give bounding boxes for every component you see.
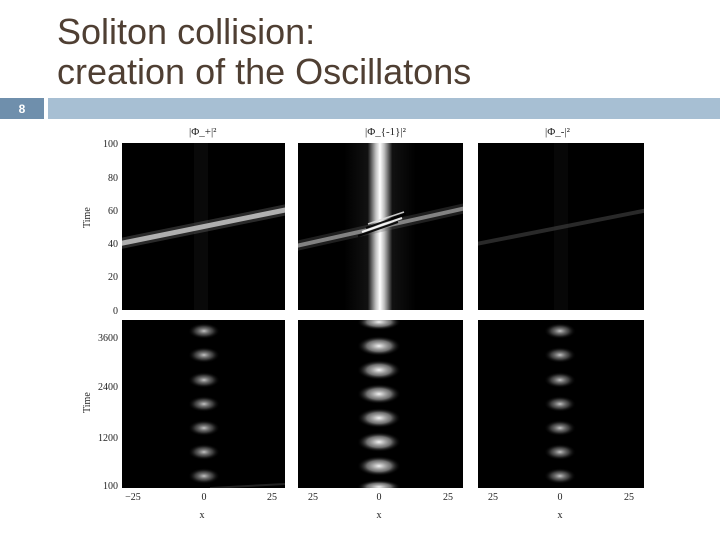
- xtick-1-0: 0: [202, 492, 207, 503]
- y-label-top: Time: [82, 207, 93, 228]
- x-label-3: x: [558, 510, 563, 521]
- panel-title-phi-plus: |Φ_+|²: [189, 126, 217, 138]
- panel-top-center: [298, 143, 463, 310]
- ytick-top-80: 80: [108, 173, 118, 184]
- panel-bottom-center: [298, 320, 463, 488]
- title-line-1: Soliton collision:: [57, 11, 316, 52]
- xtick-1-25: 25: [267, 492, 277, 503]
- title-line-2: creation of the Oscillatons: [57, 51, 472, 92]
- ytick-bottom-3600: 3600: [98, 333, 118, 344]
- ytick-bottom-2400: 2400: [98, 382, 118, 393]
- title-rule: [48, 98, 720, 119]
- xtick-1-neg25: −25: [125, 492, 141, 503]
- ytick-top-0: 0: [113, 306, 118, 317]
- ytick-bottom-1200: 1200: [98, 433, 118, 444]
- ytick-top-100: 100: [103, 139, 118, 150]
- xtick-2-25-left: 25: [308, 492, 318, 503]
- slide-title: Soliton collision: creation of the Oscil…: [57, 12, 707, 92]
- ytick-bottom-100: 100: [103, 481, 118, 492]
- xtick-3-25-left: 25: [488, 492, 498, 503]
- xtick-3-0: 0: [558, 492, 563, 503]
- panel-title-phi-minus: |Φ_-|²: [545, 126, 571, 138]
- ytick-top-60: 60: [108, 206, 118, 217]
- panel-title-phi-zero: |Φ_{-1}|²: [365, 126, 407, 138]
- panel-top-right: [478, 143, 644, 310]
- x-label-1: x: [200, 510, 205, 521]
- xtick-2-0: 0: [377, 492, 382, 503]
- xticks: −25 0 25 25 0 25 25 0 25: [125, 492, 634, 503]
- x-label-2: x: [377, 510, 382, 521]
- xtick-3-25-right: 25: [624, 492, 634, 503]
- top-yticks: 100 80 60 40 20 0: [103, 139, 118, 317]
- ytick-top-40: 40: [108, 239, 118, 250]
- ytick-top-20: 20: [108, 272, 118, 283]
- panel-bottom-right: [478, 320, 644, 488]
- panel-top-left: [122, 143, 285, 310]
- panel-bottom-left: [122, 320, 285, 488]
- y-label-bottom: Time: [82, 392, 93, 413]
- xtick-2-25-right: 25: [443, 492, 453, 503]
- bottom-yticks: 3600 2400 1200 100: [98, 333, 118, 492]
- slide-number: 8: [0, 98, 44, 119]
